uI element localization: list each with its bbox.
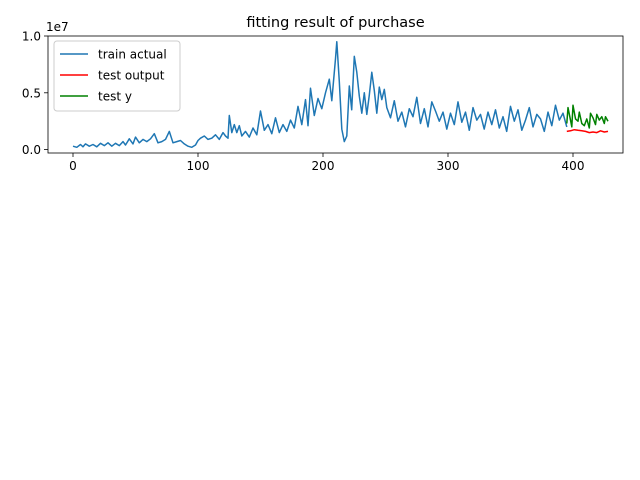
x-tick-label: 200 <box>312 159 335 173</box>
y-tick-label: 1.0 <box>22 30 41 44</box>
legend-label: test output <box>98 69 165 83</box>
legend-label: test y <box>98 90 132 104</box>
y-offset-label: 1e7 <box>46 20 69 34</box>
series-line-test-output <box>566 128 609 134</box>
chart-title: fitting result of purchase <box>246 15 424 31</box>
y-axis: 0.0 0.5 1.0 <box>22 30 48 157</box>
x-tick-label: 100 <box>187 159 210 173</box>
y-tick-label: 0.5 <box>22 86 41 100</box>
x-axis: 0 100 200 300 400 <box>69 153 584 173</box>
series-lines <box>72 40 609 149</box>
series-line-test-y <box>566 104 609 129</box>
legend-box <box>53 40 181 112</box>
x-tick-label: 0 <box>69 159 77 173</box>
x-tick-label: 300 <box>437 159 460 173</box>
legend: train actual test output test y <box>53 40 181 112</box>
y-tick-label: 0.0 <box>22 143 41 157</box>
series-line-train-actual <box>72 40 568 149</box>
x-tick-label: 400 <box>562 159 585 173</box>
legend-label: train actual <box>98 48 167 62</box>
